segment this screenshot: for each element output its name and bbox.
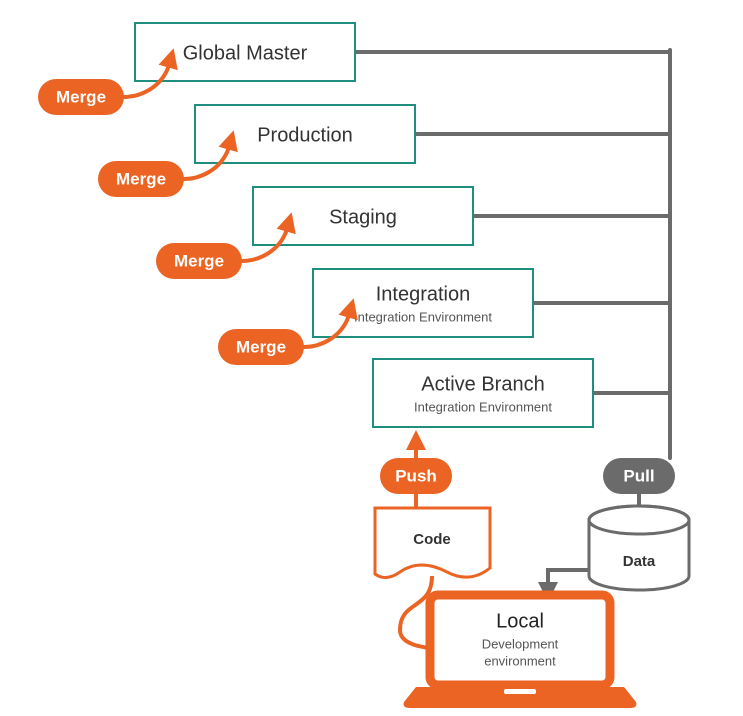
code-label: Code: [413, 531, 451, 548]
local-sub2: environment: [484, 653, 556, 668]
node-title: Global Master: [183, 42, 308, 64]
merge-label: Merge: [236, 337, 286, 356]
node-subtitle: Integration Environment: [414, 399, 552, 414]
node-active-branch: Active Branch Integration Environment: [373, 359, 593, 427]
local-sub1: Development: [482, 636, 559, 651]
node-title: Active Branch: [421, 373, 544, 395]
merge-label: Merge: [56, 87, 106, 106]
node-title: Integration: [376, 283, 471, 305]
code-doc: Code: [375, 508, 490, 578]
merge-label: Merge: [116, 169, 166, 188]
pull-label: Pull: [623, 466, 654, 485]
merge-label: Merge: [174, 251, 224, 270]
node-title: Production: [257, 124, 353, 146]
data-label: Data: [623, 553, 656, 570]
local-laptop: Local Development environment: [404, 595, 637, 708]
node-subtitle: Integration Environment: [354, 309, 492, 324]
node-title: Staging: [329, 206, 397, 228]
local-title: Local: [496, 610, 544, 632]
data-db: Data: [589, 506, 689, 590]
push-label: Push: [395, 466, 437, 485]
laptop-trackpad-notch: [504, 689, 536, 694]
node-integration: Integration Integration Environment: [313, 269, 533, 337]
